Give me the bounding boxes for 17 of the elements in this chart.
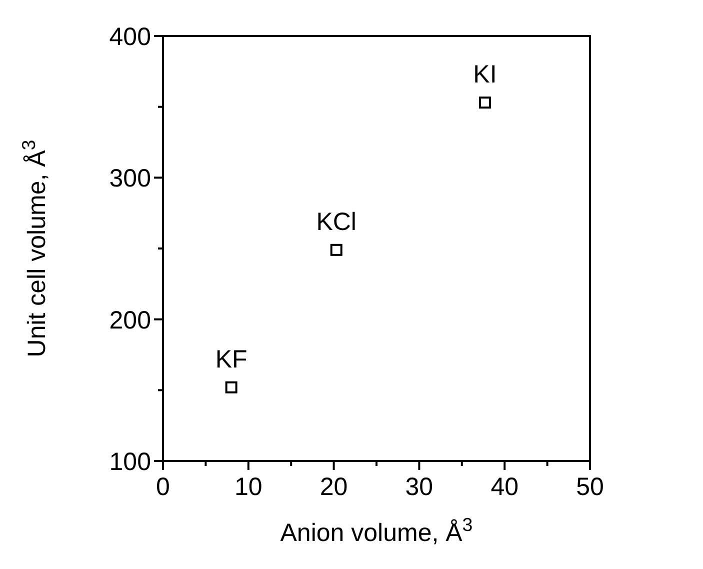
- x-tick-label: 40: [490, 473, 519, 501]
- x-tick-label: 50: [576, 473, 604, 501]
- x-tick-label: 0: [156, 473, 170, 501]
- point: [330, 244, 342, 256]
- point: [478, 96, 491, 109]
- annotation: KI: [473, 60, 497, 89]
- annotation: KF: [215, 345, 248, 374]
- y-tick-label: 300: [109, 164, 151, 193]
- annotation: KCl: [316, 208, 357, 236]
- x-tick-label: 20: [320, 473, 348, 501]
- y-tick-label: 200: [109, 306, 151, 334]
- x-tick-label: 30: [405, 473, 434, 501]
- x-tick-label: 10: [234, 473, 262, 501]
- x-axis-title: Anion volume, Å$^{3}$: [280, 514, 473, 547]
- y-tick-label: 100: [109, 448, 151, 476]
- y-tick-label: 400: [109, 23, 151, 51]
- point: [225, 381, 238, 394]
